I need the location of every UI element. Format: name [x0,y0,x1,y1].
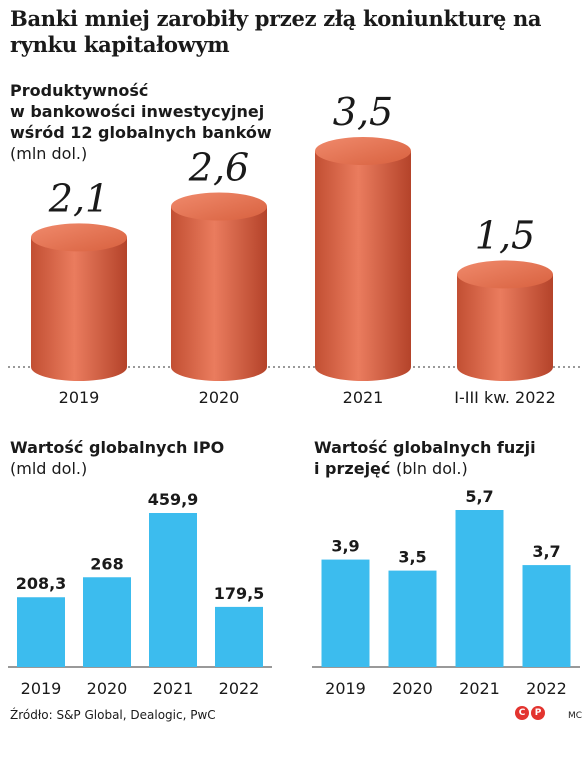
cylinder-top [457,260,553,289]
category-label: 2021 [459,679,500,698]
publisher-logo-p: P [531,706,545,720]
productivity-title: Produktywność w bankowości inwestycyjnej… [10,80,272,143]
mna-unit: (bln dol.) [395,459,468,478]
category-label: 2019 [21,679,62,698]
category-label: I-III kw. 2022 [454,388,556,407]
value-label: 2,6 [188,146,249,190]
cylinder-body [171,206,267,381]
category-label: 2022 [219,679,260,698]
category-label: 2020 [199,388,240,407]
value-label: 3,5 [333,90,393,134]
mna-chart: 3,9 2019 3,5 2020 5,7 2021 3,7 2022 [312,487,580,698]
productivity-title-line1: Produktywność [10,81,149,100]
bar [83,577,131,667]
productivity-title-line2: w bankowości inwestycyjnej [10,102,265,121]
category-label: 2020 [87,679,128,698]
cylinder-body [457,274,553,381]
bar [215,606,263,667]
ipo-unit: (mld dol.) [10,459,88,478]
publisher-logo-c: C [515,706,529,720]
category-label: 2022 [526,679,567,698]
productivity-unit: (mln dol.) [10,144,88,163]
ipo-title: Wartość globalnych IPO [10,438,225,457]
value-label: 2,1 [48,176,109,220]
value-label: 268 [90,554,123,573]
author-initials: MC [568,711,583,721]
mna-title-line1: Wartość globalnych fuzji [314,438,536,457]
ipo-chart: 208,3 2019 268 2020 459,9 2021 179,5 2022 [8,490,272,698]
mna-title: Wartość globalnych fuzji i przejęć (bln … [314,437,536,479]
value-label: 459,9 [148,490,199,509]
value-label: 5,7 [465,487,493,506]
bar [455,510,504,667]
bar [17,597,65,667]
cylinder-top [171,192,267,221]
value-label: 3,7 [532,542,560,561]
category-label: 2019 [59,388,100,407]
category-label: 2020 [392,679,433,698]
category-label: 2021 [343,388,384,407]
category-label: 2019 [325,679,366,698]
value-label: 179,5 [214,584,265,603]
cylinder-top [315,137,411,165]
bar [388,570,437,667]
chart-title: Banki mniej zarobiły przez złą koniunktu… [10,6,542,57]
cylinder-top [31,223,127,252]
category-label: 2021 [153,679,194,698]
mna-title-line2: i przejęć [314,459,391,478]
cylinder-body [315,151,411,381]
productivity-chart: 2,1 2019 2,6 2020 3,5 2021 1,5 I-III kw. 2022 [8,90,580,407]
value-label: 3,5 [398,548,426,567]
source-note: Źródło: S&P Global, Dealogic, PwC [10,708,216,722]
value-label: 3,9 [331,537,359,556]
value-label: 208,3 [16,574,67,593]
productivity-title-line3: wśród 12 globalnych banków [10,123,272,142]
bar [321,559,370,667]
bar [522,565,571,667]
value-label: 1,5 [475,213,535,257]
cylinder-body [31,237,127,381]
bar [149,513,197,667]
